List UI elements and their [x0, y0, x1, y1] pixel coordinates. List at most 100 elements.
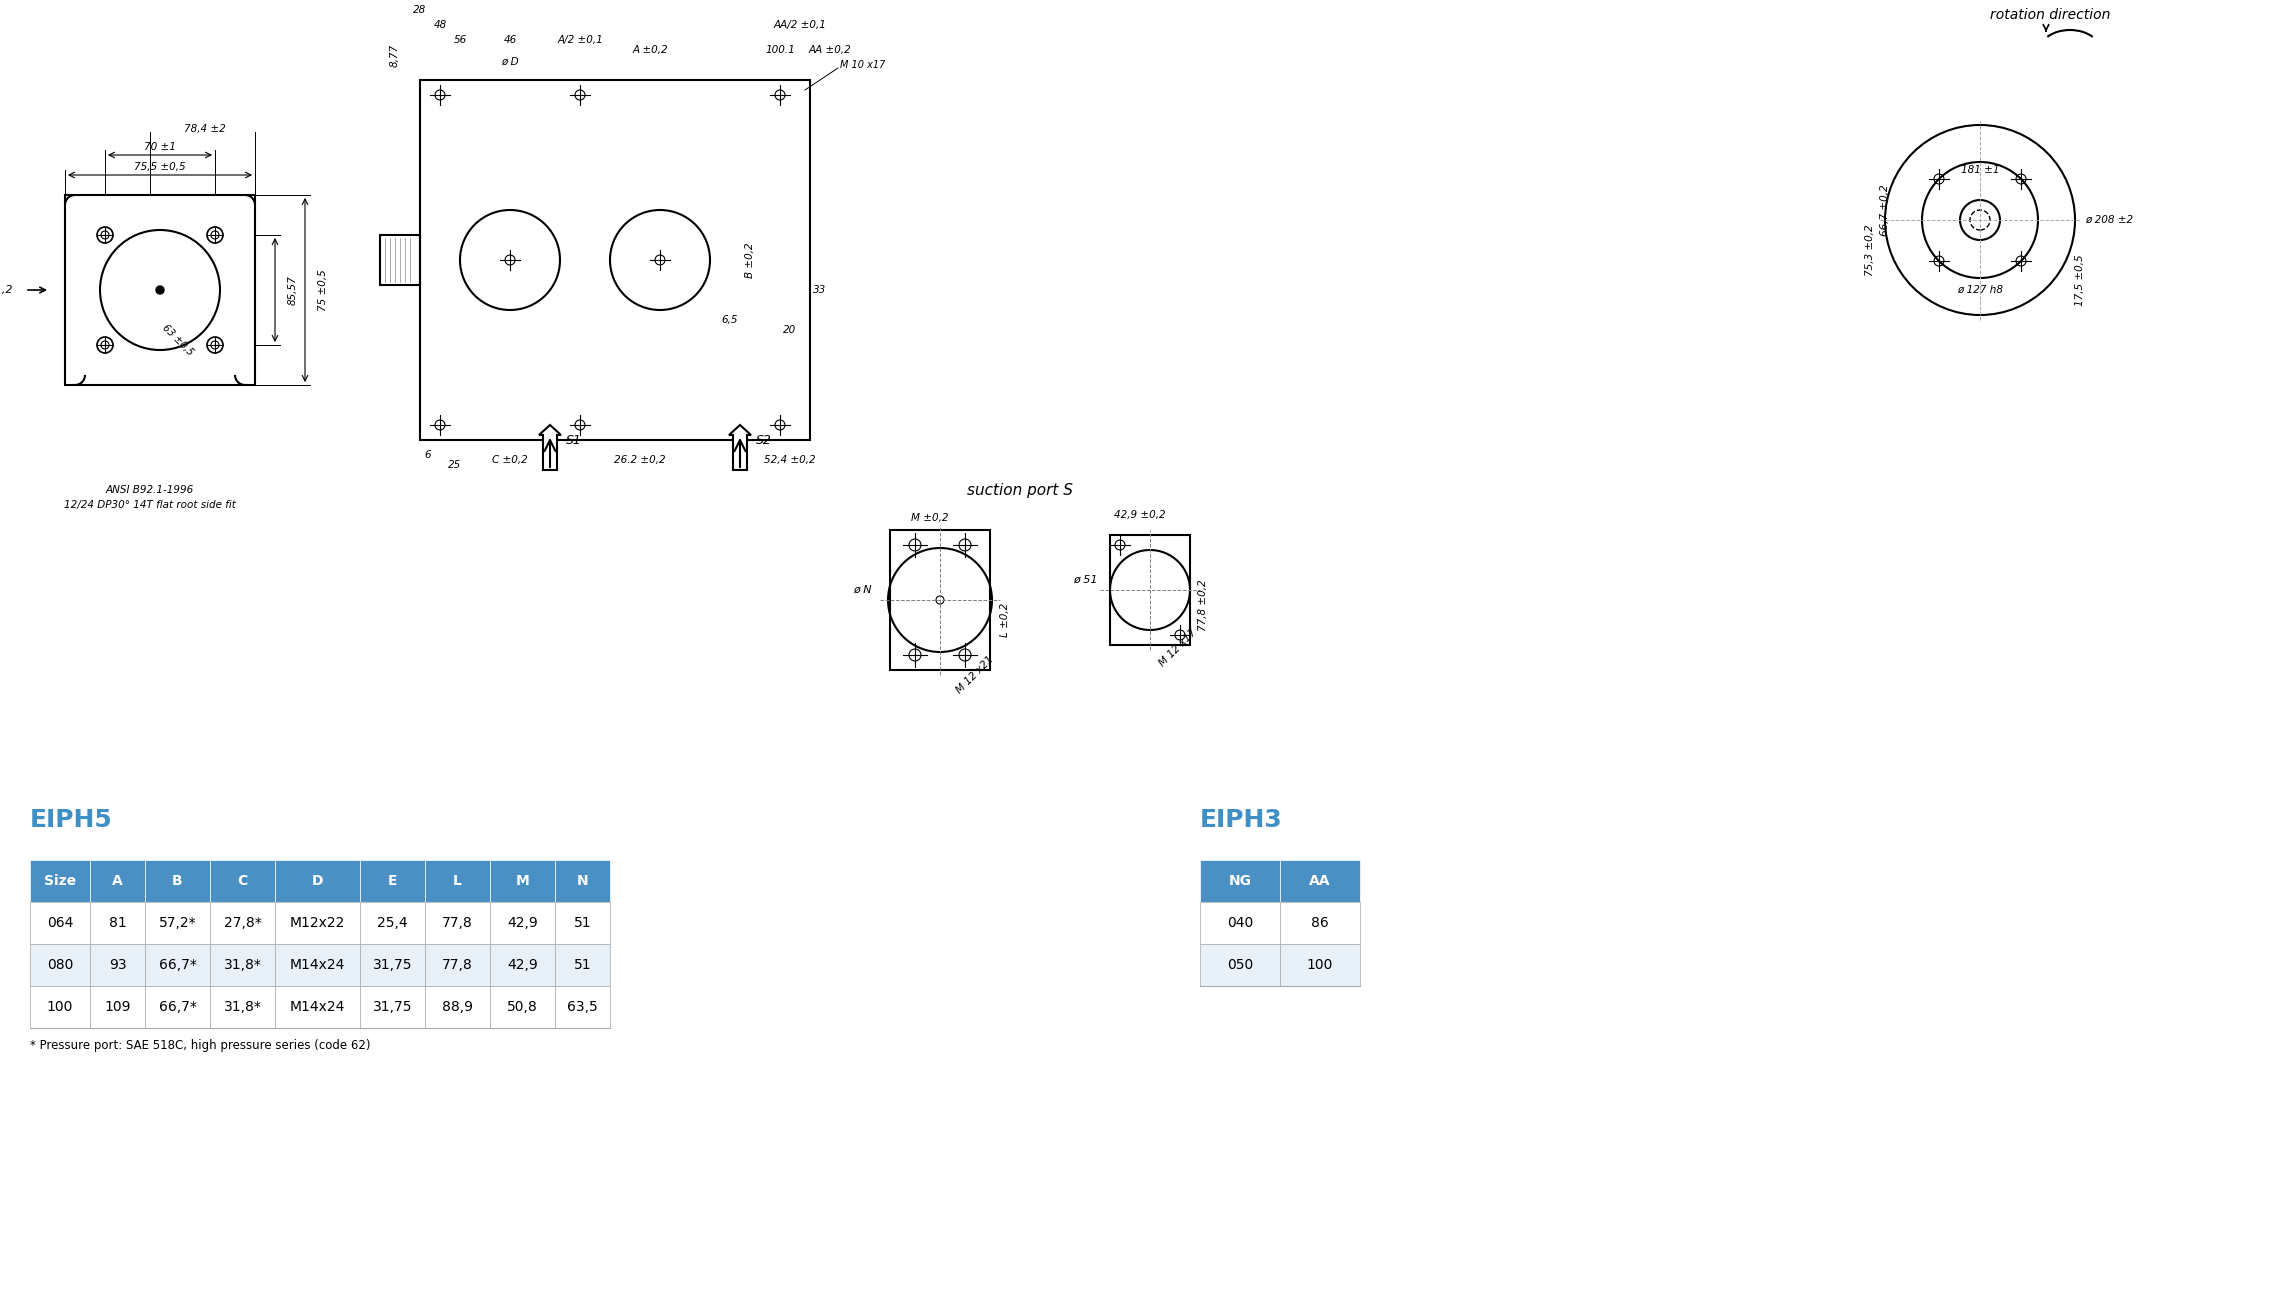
Text: 100: 100 — [1306, 958, 1334, 972]
Text: 064: 064 — [48, 916, 73, 930]
Bar — [145, 987, 209, 1029]
Text: 51: 51 — [575, 958, 591, 972]
Text: 75,3 ±0,2: 75,3 ±0,2 — [1865, 224, 1874, 276]
Text: 63,5: 63,5 — [568, 1000, 598, 1014]
Text: A/2 ±0,1: A/2 ±0,1 — [557, 35, 602, 45]
Text: 75 ±0,5: 75 ±0,5 — [318, 269, 327, 311]
Bar — [275, 987, 359, 1029]
Text: 109: 109 — [105, 1000, 132, 1014]
Text: 181 ±1: 181 ±1 — [1961, 165, 1999, 174]
Text: 81: 81 — [109, 916, 127, 930]
Text: 8,77: 8,77 — [391, 43, 400, 67]
Bar — [554, 945, 609, 987]
Bar — [209, 945, 275, 987]
Text: 77,8 ±0,2: 77,8 ±0,2 — [1197, 579, 1209, 631]
Bar — [30, 945, 91, 987]
Bar — [275, 859, 359, 903]
Bar — [275, 945, 359, 987]
Text: M 10 x17: M 10 x17 — [841, 60, 886, 70]
FancyArrow shape — [538, 425, 561, 470]
Circle shape — [157, 286, 164, 294]
Text: 100: 100 — [48, 1000, 73, 1014]
Text: 080: 080 — [48, 958, 73, 972]
Text: 17,5 ±0,5: 17,5 ±0,5 — [2074, 255, 2086, 306]
Text: 93: 93 — [109, 958, 127, 972]
Bar — [491, 859, 554, 903]
Bar — [91, 859, 145, 903]
Bar — [554, 859, 609, 903]
Text: M 12 x17: M 12 x17 — [1156, 627, 1200, 669]
Text: AA ±0,2: AA ±0,2 — [809, 45, 852, 55]
Text: 77,8: 77,8 — [443, 958, 473, 972]
Bar — [891, 530, 991, 670]
Bar — [491, 903, 554, 945]
Text: 42,9 ±0,2: 42,9 ±0,2 — [1113, 510, 1166, 520]
Text: 50,8: 50,8 — [507, 1000, 538, 1014]
FancyArrow shape — [729, 425, 752, 470]
Text: 66,7*: 66,7* — [159, 1000, 195, 1014]
Text: Size: Size — [43, 874, 75, 888]
Text: EIPH5: EIPH5 — [30, 808, 114, 832]
Bar — [91, 945, 145, 987]
Text: L ±0,2: L ±0,2 — [1000, 604, 1011, 638]
Text: 63 ±0,5: 63 ±0,5 — [161, 323, 195, 357]
Bar — [425, 987, 491, 1029]
Bar — [359, 987, 425, 1029]
Text: 31,75: 31,75 — [373, 1000, 411, 1014]
Text: M14x24: M14x24 — [291, 958, 345, 972]
Text: ø 127 h8: ø 127 h8 — [1956, 285, 2004, 295]
Text: D: D — [311, 874, 323, 888]
Bar — [1279, 903, 1361, 945]
Text: 42,9: 42,9 — [507, 916, 538, 930]
Text: 51: 51 — [575, 916, 591, 930]
Text: 6: 6 — [425, 450, 432, 461]
Bar — [491, 987, 554, 1029]
Text: 27,8*: 27,8* — [223, 916, 261, 930]
Text: 75,5 ±0,5: 75,5 ±0,5 — [134, 161, 186, 172]
Text: 57,2*: 57,2* — [159, 916, 195, 930]
Text: 78,4 ±2: 78,4 ±2 — [184, 125, 225, 134]
Bar — [91, 987, 145, 1029]
Text: 85,57: 85,57 — [289, 276, 298, 304]
Text: ø 208 ±2: ø 208 ±2 — [2086, 215, 2133, 224]
Bar — [209, 987, 275, 1029]
Text: AA/2 ±0,1: AA/2 ±0,1 — [772, 20, 827, 30]
Text: 42,9: 42,9 — [507, 958, 538, 972]
Text: B ±0,2: B ±0,2 — [745, 243, 754, 278]
Bar — [425, 945, 491, 987]
Bar — [554, 987, 609, 1029]
Text: ANSI B92.1-1996: ANSI B92.1-1996 — [107, 485, 193, 495]
Bar — [554, 903, 609, 945]
Bar — [1200, 903, 1279, 945]
Bar — [275, 903, 359, 945]
Text: 86: 86 — [1311, 916, 1329, 930]
Text: 6,5: 6,5 — [722, 315, 738, 325]
Text: B: B — [173, 874, 182, 888]
Bar — [359, 945, 425, 987]
Text: S2: S2 — [757, 433, 772, 446]
Bar — [359, 903, 425, 945]
Text: NG: NG — [1229, 874, 1252, 888]
Text: E: E — [389, 874, 398, 888]
Text: 46: 46 — [504, 35, 516, 45]
Text: M ±0,2: M ±0,2 — [911, 513, 950, 523]
Bar — [66, 195, 254, 384]
Text: N: N — [577, 874, 588, 888]
Text: 77,8: 77,8 — [443, 916, 473, 930]
Bar — [425, 903, 491, 945]
Bar — [1200, 945, 1279, 987]
Text: 66,7*: 66,7* — [159, 958, 195, 972]
Text: 12/24 DP30° 14T flat root side fit: 12/24 DP30° 14T flat root side fit — [64, 500, 236, 510]
Text: 31,8*: 31,8* — [223, 1000, 261, 1014]
Text: 050: 050 — [1227, 958, 1254, 972]
Bar — [145, 945, 209, 987]
Text: 26.2 ±0,2: 26.2 ±0,2 — [613, 455, 666, 464]
Bar — [209, 903, 275, 945]
Text: 70 ±1: 70 ±1 — [143, 142, 175, 152]
Bar — [1200, 859, 1279, 903]
Bar — [359, 859, 425, 903]
Bar — [30, 987, 91, 1029]
Bar — [420, 80, 811, 440]
Text: L: L — [452, 874, 461, 888]
Bar — [145, 903, 209, 945]
